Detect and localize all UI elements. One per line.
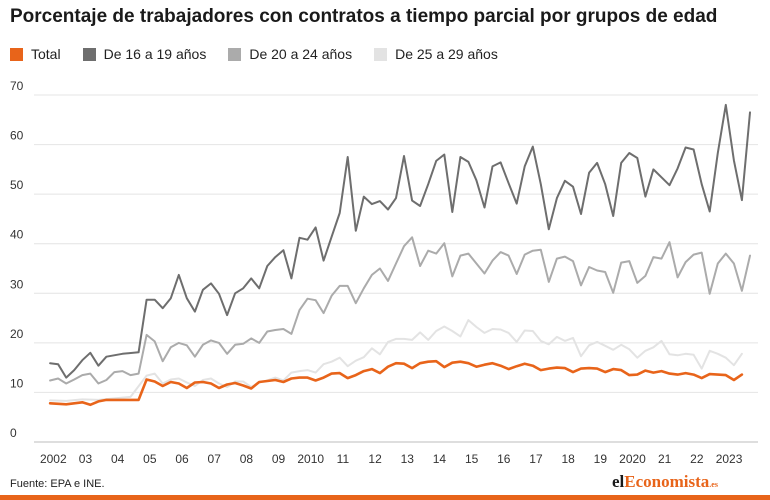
series-line-25-29 — [49, 319, 743, 402]
x-tick-label: 12 — [368, 452, 382, 466]
y-tick-label: 20 — [10, 327, 24, 341]
x-tick-label: 2023 — [716, 452, 743, 466]
legend-label-20-24: De 20 a 24 años — [249, 46, 353, 62]
x-tick-label: 2010 — [297, 452, 324, 466]
legend-item-total: Total — [10, 46, 61, 62]
y-tick-label: 10 — [10, 376, 24, 390]
source-note: Fuente: EPA e INE. — [10, 478, 105, 490]
legend-swatch-20-24 — [228, 47, 242, 61]
series-line-total — [48, 359, 744, 407]
legend-item-25-29: De 25 a 29 años — [374, 46, 498, 62]
x-tick-label: 19 — [594, 452, 608, 466]
x-tick-label: 16 — [497, 452, 511, 466]
y-tick-label: 50 — [10, 178, 24, 192]
x-tick-label: 21 — [658, 452, 672, 466]
chart-legend: Total De 16 a 19 años De 20 a 24 años De… — [10, 46, 520, 62]
x-tick-label: 07 — [208, 452, 222, 466]
x-tick-label: 06 — [175, 452, 189, 466]
legend-swatch-16-19 — [82, 47, 96, 61]
x-tick-label: 08 — [240, 452, 254, 466]
x-tick-label: 22 — [690, 452, 704, 466]
y-tick-label: 30 — [10, 277, 24, 291]
x-tick-label: 14 — [433, 452, 447, 466]
logo-accent: Economista — [624, 472, 710, 491]
x-tick-label: 11 — [337, 452, 350, 466]
brand-bar — [0, 495, 770, 500]
y-tick-label: 70 — [10, 79, 24, 93]
legend-label-16-19: De 16 a 19 años — [103, 46, 207, 62]
x-tick-label: 04 — [111, 452, 125, 466]
x-tick-label: 18 — [561, 452, 575, 466]
x-tick-label: 15 — [465, 452, 479, 466]
line-chart: 0 10 20 30 40 50 60 70 2002 03 04 05 06 07 08 09 2010 11 1… — [10, 79, 758, 466]
brand-logo: elEconomista.es — [612, 472, 718, 492]
x-tick-label: 09 — [272, 452, 286, 466]
legend-swatch-25-29 — [374, 47, 388, 61]
logo-prefix: el — [612, 472, 625, 491]
x-tick-label: 03 — [79, 452, 93, 466]
x-tick-label: 2020 — [619, 452, 646, 466]
chart-title: Porcentaje de trabajadores con contratos… — [10, 6, 718, 27]
legend-item-20-24: De 20 a 24 años — [228, 46, 352, 62]
y-tick-label: 0 — [10, 426, 17, 440]
logo-suffix: .es — [709, 480, 718, 489]
y-tick-label: 60 — [10, 129, 24, 143]
legend-label-total: Total — [31, 46, 61, 62]
legend-item-16-19: De 16 a 19 años — [82, 46, 207, 62]
x-tick-label: 2002 — [40, 452, 67, 466]
y-tick-label: 40 — [10, 228, 24, 242]
x-tick-label: 05 — [143, 452, 157, 466]
x-tick-label: 17 — [529, 452, 543, 466]
legend-label-25-29: De 25 a 29 años — [395, 46, 498, 62]
series-line-16-19 — [49, 103, 751, 379]
x-tick-label: 13 — [401, 452, 415, 466]
legend-swatch-total — [10, 47, 23, 61]
series-line-20-24 — [49, 236, 751, 385]
